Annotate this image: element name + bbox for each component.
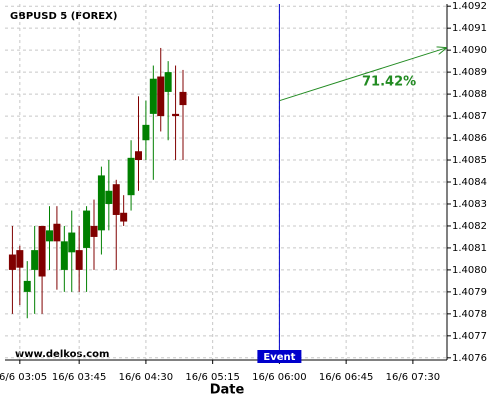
candle-body: [105, 190, 113, 204]
x-tick-label: 16/6 03:05: [0, 372, 47, 383]
candle-body: [68, 232, 76, 253]
x-tick-label: 16/6 06:45: [319, 372, 373, 383]
candle-body: [90, 225, 98, 237]
candle-body: [45, 230, 53, 242]
y-tick-label: 1.4076: [452, 353, 487, 364]
x-tick-label: 16/6 04:30: [119, 372, 173, 383]
forecast-label: 71.42%: [362, 75, 416, 90]
y-tick-label: 1.4087: [452, 111, 487, 122]
candle-body: [60, 241, 68, 270]
candle-body: [97, 175, 105, 231]
event-label: Event: [263, 352, 295, 363]
x-tick-label: 16/6 06:00: [252, 372, 306, 383]
y-tick-label: 1.4083: [452, 199, 487, 210]
y-tick-label: 1.4078: [452, 309, 487, 320]
y-tick-label: 1.4086: [452, 133, 487, 144]
candle-body: [16, 250, 24, 268]
watermark: www.delkos.com: [15, 349, 109, 360]
y-tick-label: 1.4091: [452, 23, 487, 34]
candle-body: [23, 280, 31, 292]
candle-body: [83, 210, 91, 248]
candle-body: [53, 223, 61, 242]
chart-title: GBPUSD 5 (FOREX): [10, 11, 117, 22]
y-tick-label: 1.4080: [452, 265, 487, 276]
candle-body: [142, 124, 150, 141]
candle-body: [120, 212, 128, 222]
y-tick-label: 1.4082: [452, 221, 487, 232]
y-tick-label: 1.4081: [452, 243, 487, 254]
candle-body: [127, 157, 135, 196]
candle-body: [149, 78, 157, 114]
y-tick-label: 1.4089: [452, 67, 487, 78]
y-tick-label: 1.4092: [452, 1, 487, 12]
candle-body: [157, 76, 165, 117]
candle-body: [31, 250, 39, 270]
y-tick-label: 1.4079: [452, 287, 487, 298]
forecast-arrow: [279, 48, 446, 102]
y-tick-label: 1.4088: [452, 89, 487, 100]
y-tick-label: 1.4077: [452, 331, 487, 342]
candle-body: [8, 254, 16, 270]
candle-body: [38, 225, 46, 277]
event-box: [257, 350, 302, 363]
x-tick-label: 16/6 05:15: [185, 372, 239, 383]
y-tick-label: 1.4085: [452, 155, 487, 166]
y-tick-label: 1.4084: [452, 177, 487, 188]
x-tick-label: 16/6 03:45: [52, 372, 106, 383]
candle-body: [75, 250, 83, 270]
candle-body: [172, 113, 180, 117]
candle-body: [134, 151, 142, 161]
x-axis-label: Date: [210, 383, 245, 398]
candle-body: [179, 91, 187, 106]
candle-body: [112, 184, 120, 215]
x-tick-label: 16/6 07:30: [386, 372, 440, 383]
candle-body: [164, 72, 172, 92]
y-tick-label: 1.4090: [452, 45, 487, 56]
